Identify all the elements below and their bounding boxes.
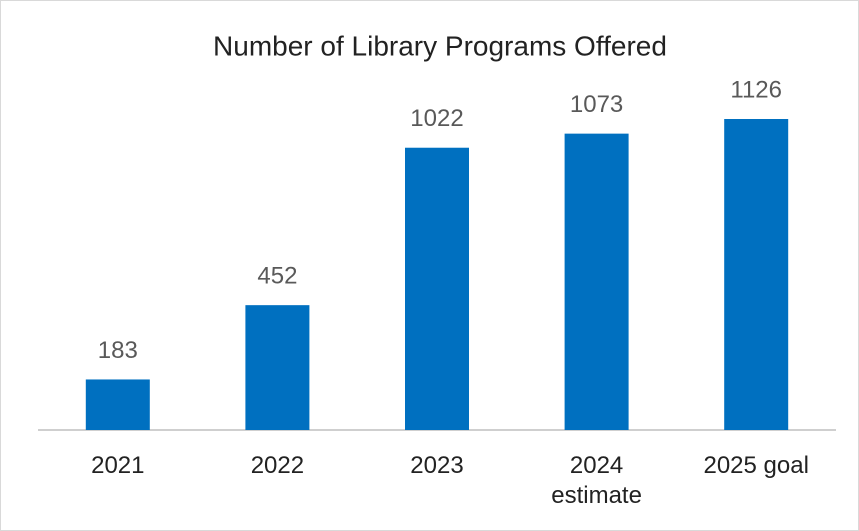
- data-label: 1022: [410, 105, 463, 132]
- x-tick-label: 2022: [250, 452, 305, 479]
- data-label: 452: [257, 263, 297, 290]
- bar: [564, 133, 629, 430]
- x-tick-label: 2021: [91, 452, 145, 479]
- x-tick-label: 2025 goal: [703, 452, 809, 479]
- data-label: 1073: [570, 91, 623, 118]
- bar: [405, 147, 469, 431]
- data-label: 183: [98, 337, 138, 364]
- bar: [85, 379, 150, 430]
- data-label: 1126: [730, 76, 782, 103]
- bar: [245, 305, 310, 430]
- x-tick-label: 2023: [410, 452, 464, 479]
- chart-title: Number of Library Programs Offered: [213, 30, 667, 61]
- bar: [724, 119, 789, 430]
- x-tick-label: 2024 estimate: [551, 452, 642, 509]
